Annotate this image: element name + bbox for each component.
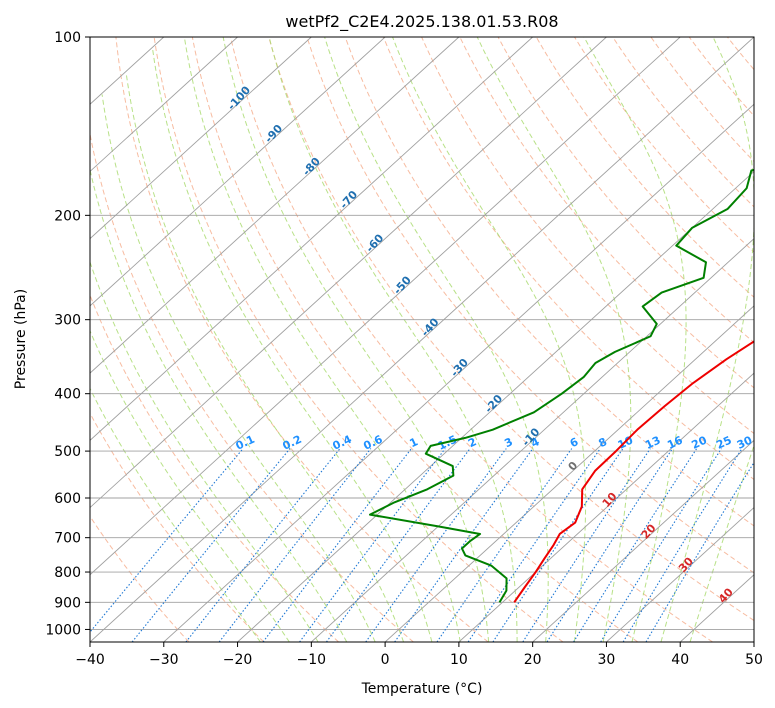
isotherm-line (606, 506, 754, 642)
mixing-ratio-line (622, 448, 743, 642)
y-tick-label: 900 (54, 595, 81, 611)
mixing-ratio-line (467, 448, 601, 642)
moist-adiabat (583, 37, 687, 642)
mixing-ratio-line (365, 448, 507, 642)
x-axis-title: Temperature (°C) (361, 681, 483, 697)
moist-adiabat (90, 387, 261, 642)
mixing-ratio-line (262, 448, 412, 642)
isotherm-line (384, 305, 754, 642)
x-tick-label: 40 (671, 652, 689, 668)
dry-adiabat (268, 37, 754, 622)
moist-adiabat (222, 37, 490, 642)
y-tick-label: 600 (54, 491, 81, 507)
isotherm-line (90, 37, 312, 240)
x-tick-label: −30 (149, 652, 179, 668)
dry-adiabat (230, 37, 713, 642)
isotherm-line (90, 37, 533, 441)
x-tick-label: −20 (223, 652, 253, 668)
isotherm-line (90, 37, 607, 509)
mixing-ratio-line (492, 448, 624, 642)
y-axis-title: Pressure (hPa) (13, 289, 29, 389)
mixing-ratio-label: 25 (714, 434, 733, 452)
dry-adiabat (115, 37, 489, 642)
x-tick-label: −40 (75, 652, 105, 668)
moist-adiabat (152, 49, 433, 642)
x-tick-label: 0 (381, 652, 390, 668)
mixing-ratio-line (90, 448, 244, 633)
y-tick-label: 300 (54, 313, 81, 329)
mixing-ratio-line (299, 448, 446, 642)
x-tick-label: 10 (450, 652, 468, 668)
dry-adiabat (497, 37, 754, 344)
mixing-ratio-label: 13 (643, 434, 662, 452)
y-tick-label: 700 (54, 531, 81, 547)
mixing-ratio-line (600, 448, 722, 642)
dry-adiabat (90, 412, 265, 642)
mixing-ratio-label: 30 (735, 433, 755, 451)
x-tick-label: −10 (297, 652, 327, 668)
x-tick-label: 20 (524, 652, 542, 668)
x-tick-label: 50 (745, 652, 763, 668)
dry-adiabat (90, 515, 190, 642)
y-tick-label: 400 (54, 387, 81, 403)
dry-adiabat (306, 37, 754, 574)
moist-adiabat (125, 72, 405, 642)
mixing-ratio-line (546, 448, 673, 642)
dry-adiabat (459, 37, 754, 389)
dry-adiabat (90, 293, 339, 642)
mixing-ratio-label: 16 (665, 433, 685, 451)
y-tick-label: 200 (54, 208, 81, 224)
dry-adiabat (382, 37, 754, 481)
moist-adiabat (183, 37, 461, 642)
y-tick-label: 1000 (45, 622, 81, 638)
moist-adiabat (324, 37, 549, 642)
isotherm-line (163, 103, 754, 642)
isotherm-line (90, 37, 460, 374)
isotherm-line (90, 37, 238, 173)
dry-adiabat (344, 37, 754, 527)
mixing-ratio-line (325, 448, 471, 642)
isotherm-line (90, 37, 754, 642)
moist-adiabat (90, 167, 348, 642)
isotherm-line (90, 37, 681, 576)
mixing-ratio-line (394, 448, 534, 642)
moist-adiabat (476, 37, 632, 642)
temperature-profile-line (513, 340, 754, 603)
mixing-ratio-line (218, 448, 372, 642)
mixing-ratio-line (645, 461, 754, 642)
dry-adiabat (90, 131, 414, 642)
x-tick-label: 30 (598, 652, 616, 668)
y-tick-label: 500 (54, 444, 81, 460)
moist-adiabat (101, 94, 376, 642)
chart-title: wetPf2_C2E4.2025.138.01.53.R08 (285, 12, 558, 32)
y-tick-label: 100 (54, 30, 81, 46)
mixing-ratio-line (522, 448, 651, 642)
mixing-ratio-line (131, 448, 291, 642)
mixing-ratio-label: 20 (690, 433, 710, 451)
isotherm-line (532, 439, 754, 642)
isotherm-line (90, 37, 386, 307)
isotherm-line (237, 170, 754, 642)
moist-adiabat (90, 260, 319, 642)
moist-adiabat (689, 443, 754, 642)
mixing-ratio-line (436, 448, 573, 642)
y-tick-label: 800 (54, 565, 81, 581)
plot-frame (89, 36, 755, 643)
isotherm-line (458, 372, 754, 642)
